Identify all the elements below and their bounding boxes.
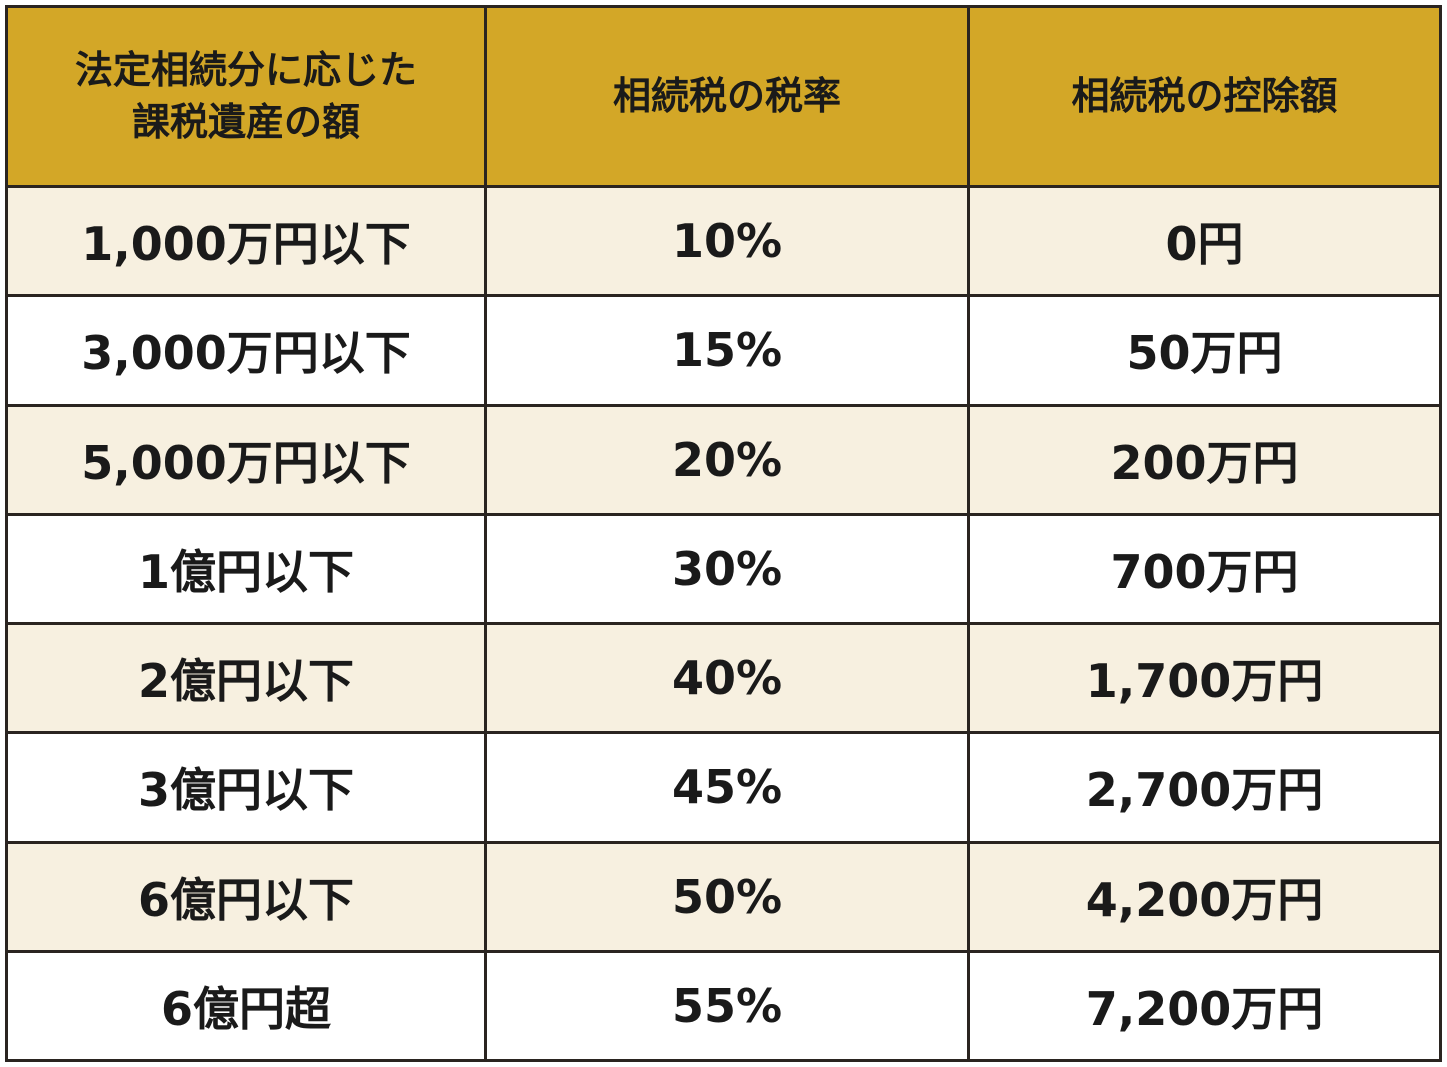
table-cell-amount: 1億円以下: [8, 515, 484, 622]
table-cell-rate: 20%: [487, 406, 967, 513]
table-cell-amount: 1,000万円以下: [8, 188, 484, 295]
table-cell-deduction: 700万円: [970, 515, 1439, 622]
table-cell-deduction: 2,700万円: [970, 734, 1439, 841]
table-cell-deduction: 7,200万円: [970, 952, 1439, 1059]
table-cell-rate: 30%: [487, 515, 967, 622]
table-cell-amount: 6億円以下: [8, 843, 484, 950]
table-cell-rate: 55%: [487, 952, 967, 1059]
table-cell-deduction: 200万円: [970, 406, 1439, 513]
table-cell-rate: 40%: [487, 625, 967, 732]
table-cell-rate: 15%: [487, 297, 967, 404]
header-taxable-amount: 法定相続分に応じた 課税遺産の額: [8, 8, 484, 185]
table-cell-amount: 3,000万円以下: [8, 297, 484, 404]
inheritance-tax-table: 法定相続分に応じた 課税遺産の額 相続税の税率 相続税の控除額 1,000万円以…: [5, 5, 1442, 1062]
table-cell-amount: 6億円超: [8, 952, 484, 1059]
table-cell-rate: 10%: [487, 188, 967, 295]
table-cell-amount: 5,000万円以下: [8, 406, 484, 513]
table-cell-rate: 45%: [487, 734, 967, 841]
table-cell-deduction: 1,700万円: [970, 625, 1439, 732]
table-cell-amount: 3億円以下: [8, 734, 484, 841]
header-tax-rate: 相続税の税率: [487, 8, 967, 185]
table-cell-deduction: 4,200万円: [970, 843, 1439, 950]
table-cell-deduction: 0円: [970, 188, 1439, 295]
table-cell-amount: 2億円以下: [8, 625, 484, 732]
table-cell-deduction: 50万円: [970, 297, 1439, 404]
header-deduction: 相続税の控除額: [970, 8, 1439, 185]
table-cell-rate: 50%: [487, 843, 967, 950]
